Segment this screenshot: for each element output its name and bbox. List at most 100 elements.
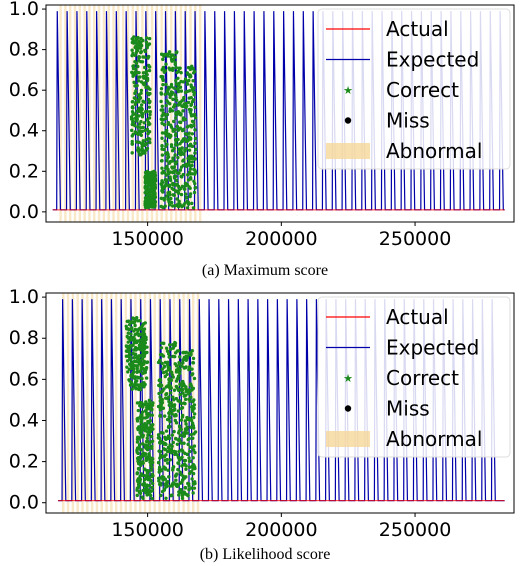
correct-point <box>140 376 144 381</box>
correct-point <box>144 337 148 342</box>
correct-point <box>178 168 183 172</box>
abnormal-stripe <box>81 293 84 513</box>
correct-point <box>135 119 139 123</box>
correct-point <box>180 494 185 498</box>
correct-point <box>136 148 140 152</box>
correct-point <box>185 82 190 86</box>
correct-point <box>166 191 170 195</box>
correct-point <box>175 442 180 446</box>
correct-point <box>168 123 173 127</box>
correct-point <box>148 399 152 403</box>
correct-point <box>184 162 188 166</box>
correct-point <box>164 346 169 350</box>
correct-point <box>178 126 183 130</box>
correct-point <box>126 327 130 331</box>
correct-point <box>125 359 130 363</box>
legend-label-actual: Actual <box>386 17 449 41</box>
correct-point <box>140 60 145 64</box>
correct-point <box>130 320 134 324</box>
correct-point <box>135 367 139 371</box>
correct-point <box>162 54 166 59</box>
correct-point <box>187 148 192 152</box>
correct-point <box>126 331 131 335</box>
correct-point <box>147 175 152 179</box>
correct-point <box>173 138 178 142</box>
correct-point <box>138 457 142 461</box>
correct-point <box>187 392 191 396</box>
correct-point <box>172 429 176 434</box>
correct-point <box>174 436 178 441</box>
correct-point <box>171 481 176 485</box>
correct-point <box>139 463 143 467</box>
y-tick-label: 0.0 <box>9 201 39 223</box>
correct-point <box>167 50 172 54</box>
correct-point <box>179 89 184 93</box>
correct-point <box>133 130 137 134</box>
correct-point <box>175 178 179 183</box>
correct-point <box>134 67 138 72</box>
correct-point <box>190 477 194 481</box>
correct-point <box>186 481 190 486</box>
correct-point <box>183 90 188 95</box>
correct-point <box>171 97 175 102</box>
correct-point <box>145 118 149 122</box>
correct-point <box>165 484 169 488</box>
correct-point <box>164 130 168 134</box>
correct-point <box>170 484 174 488</box>
correct-point <box>168 68 172 72</box>
correct-point <box>139 367 143 372</box>
correct-point <box>140 142 144 146</box>
correct-point <box>136 125 140 129</box>
correct-point <box>164 173 168 177</box>
correct-point <box>144 366 148 370</box>
correct-point <box>172 174 177 179</box>
correct-point <box>133 332 137 337</box>
correct-point <box>135 109 139 113</box>
correct-point <box>132 64 136 68</box>
correct-point <box>159 430 164 435</box>
correct-point <box>173 93 177 97</box>
abnormal-stripe <box>124 293 128 513</box>
correct-point <box>192 398 196 402</box>
correct-point <box>147 453 151 458</box>
correct-point <box>181 350 186 355</box>
correct-point <box>188 192 193 196</box>
correct-point <box>130 48 134 52</box>
correct-point <box>179 152 184 156</box>
correct-point <box>165 98 169 103</box>
correct-point <box>149 468 154 472</box>
correct-point <box>179 192 184 197</box>
abnormal-stripe <box>177 293 180 513</box>
abnormal-stripe <box>86 293 89 513</box>
correct-point <box>175 124 180 129</box>
correct-point <box>133 91 137 96</box>
correct-point <box>142 55 147 59</box>
correct-point <box>133 96 137 101</box>
correct-point <box>163 467 168 471</box>
correct-point <box>153 204 157 208</box>
legend-label-abnormal: Abnormal <box>386 427 482 451</box>
correct-point <box>190 132 195 136</box>
correct-point <box>144 69 149 73</box>
correct-point <box>126 340 130 344</box>
correct-point <box>137 93 141 98</box>
correct-point <box>144 40 149 44</box>
correct-point <box>172 86 176 90</box>
correct-point <box>147 431 151 435</box>
correct-point <box>168 386 172 391</box>
correct-point <box>166 88 170 92</box>
legend-box <box>317 8 511 170</box>
correct-point <box>141 71 146 75</box>
correct-point <box>150 485 154 490</box>
correct-point <box>159 449 163 454</box>
legend-label-expected: Expected <box>386 336 479 360</box>
correct-point <box>143 452 148 456</box>
correct-point <box>171 193 175 197</box>
correct-point <box>135 316 139 320</box>
correct-point <box>193 466 197 471</box>
correct-point <box>178 142 182 146</box>
correct-point <box>137 347 141 351</box>
correct-point <box>135 493 139 498</box>
correct-point <box>148 419 152 423</box>
abnormal-stripe <box>198 5 202 222</box>
